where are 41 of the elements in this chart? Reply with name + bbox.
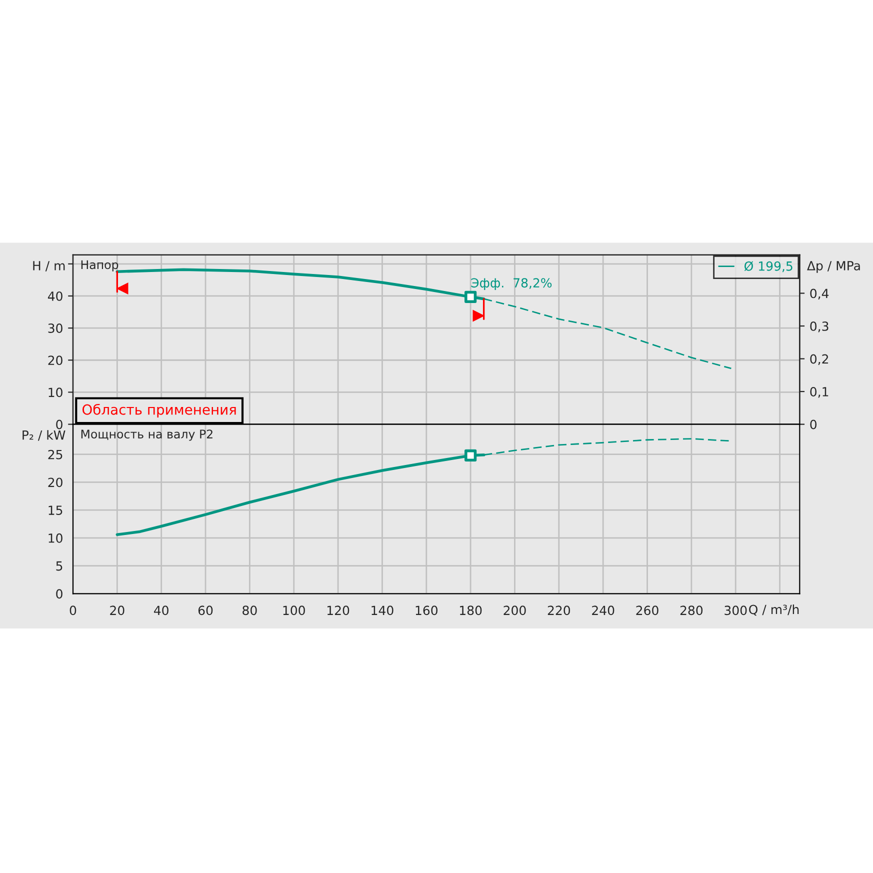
y-tick-label: 20 [48, 478, 62, 488]
x-tick-label: 280 [680, 606, 703, 616]
legend-label: Ø 199,5 [744, 261, 792, 272]
chart-title: Мощность на валу P2 [81, 430, 212, 441]
y2-tick-label: 0,2 [810, 354, 828, 365]
x-tick-label: 60 [198, 606, 213, 616]
y-tick-label: 0 [56, 420, 62, 430]
x-axis-title: Q / m³/h [749, 604, 799, 616]
x-tick-label: 180 [460, 606, 482, 616]
y-tick-label: 15 [48, 506, 62, 515]
x-tick-label: 240 [592, 606, 614, 616]
annotation: Область применения [82, 404, 236, 418]
x-tick-label: 260 [636, 606, 658, 616]
x-tick-label: 140 [372, 606, 394, 616]
x-tick-label: 40 [154, 606, 168, 616]
y2-axis-title: Δp / MPa [807, 261, 860, 273]
y2-tick-label: 0 [810, 420, 817, 430]
chart-title: Напор [81, 260, 118, 272]
y-tick-label: 0 [56, 589, 62, 599]
y-tick-label: 10 [48, 388, 62, 398]
y2-tick-label: 0,4 [810, 288, 829, 300]
y-tick-label: 25 [48, 450, 62, 460]
x-tick-label: 0 [70, 606, 76, 616]
x-tick-label: 100 [283, 606, 305, 616]
y2-tick-label: 0,1 [810, 386, 828, 398]
y-tick-label: 30 [48, 324, 62, 333]
y-axis-title: H / m [33, 261, 65, 272]
x-tick-label: 160 [416, 606, 438, 616]
y2-tick-label: 0,3 [810, 321, 828, 332]
annotation: Эфф. 78,2% [471, 278, 552, 290]
y-tick-label: 5 [56, 561, 62, 571]
y-axis-title: P₂ / kW [22, 430, 66, 441]
x-tick-label: 20 [110, 606, 124, 616]
y-tick-label: 40 [48, 291, 62, 301]
y-tick-label: 20 [48, 356, 62, 366]
y-tick-label: 10 [48, 533, 62, 543]
x-tick-label: 220 [548, 606, 570, 616]
x-tick-label: 80 [242, 606, 257, 616]
x-tick-label: 120 [327, 606, 350, 616]
x-tick-label: 200 [504, 606, 526, 616]
x-tick-label: 300 [724, 606, 747, 616]
